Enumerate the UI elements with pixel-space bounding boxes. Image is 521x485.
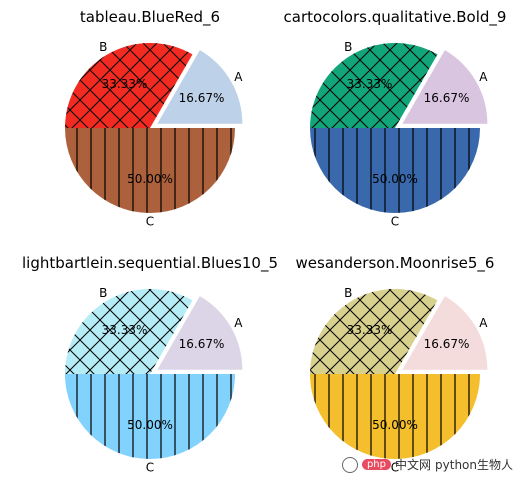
slice-label: A bbox=[234, 70, 243, 84]
php-badge: php bbox=[361, 459, 391, 470]
pie-slice-b-hatch bbox=[310, 42, 438, 128]
pie-chart-4: wesanderson.Moonrise5_6 A 16.67% B 33.33% C 50… bbox=[296, 254, 495, 475]
pie-chart-3: lightbartlein.sequential.Blues10_5 A 16.67… bbox=[22, 254, 278, 475]
pie-slice-b-hatch bbox=[65, 42, 193, 128]
pie-slice-a bbox=[402, 50, 488, 124]
slice-value-label: 16.67% bbox=[424, 91, 470, 105]
slice-label: C bbox=[146, 461, 154, 475]
slice-value-label: 16.67% bbox=[179, 91, 225, 105]
slice-label: C bbox=[146, 215, 154, 229]
watermark: php 中文网 python生物人 bbox=[341, 456, 513, 473]
pie-slice-a bbox=[157, 50, 243, 124]
pie-slice-a bbox=[402, 296, 488, 370]
pie-slice-c-hatch bbox=[65, 128, 235, 213]
slice-label: A bbox=[479, 70, 488, 84]
pie-slice-c-hatch bbox=[65, 374, 235, 459]
pie-slice-b-hatch bbox=[310, 289, 438, 374]
slice-label: A bbox=[234, 316, 243, 330]
pie-slice-c-hatch bbox=[310, 374, 480, 459]
chart-title: lightbartlein.sequential.Blues10_5 bbox=[22, 254, 278, 273]
chart-title: cartocolors.qualitative.Bold_9 bbox=[284, 8, 507, 27]
pie-slice-c-hatch bbox=[310, 128, 480, 213]
pie-chart-2: cartocolors.qualitative.Bold_9 A 16.67% B 33… bbox=[284, 8, 507, 229]
slice-label: B bbox=[99, 286, 107, 300]
slice-label: C bbox=[391, 215, 399, 229]
pie-slice-a bbox=[157, 296, 243, 370]
slice-value-label: 33.33% bbox=[347, 77, 393, 91]
slice-label: B bbox=[344, 40, 352, 54]
pie-slice-b-hatch bbox=[65, 289, 193, 374]
account-text: python生物人 bbox=[435, 458, 513, 472]
site-text: 中文网 bbox=[395, 458, 432, 472]
slice-value-label: 50.00% bbox=[127, 418, 173, 432]
slice-value-label: 16.67% bbox=[179, 337, 225, 351]
slice-value-label: 50.00% bbox=[127, 172, 173, 186]
chart-title: tableau.BlueRed_6 bbox=[80, 8, 220, 27]
slice-label: C bbox=[391, 461, 399, 475]
slice-value-label: 33.33% bbox=[102, 323, 148, 337]
slice-label: B bbox=[99, 40, 107, 54]
slice-value-label: 16.67% bbox=[424, 337, 470, 351]
slice-value-label: 50.00% bbox=[372, 418, 418, 432]
slice-value-label: 33.33% bbox=[102, 77, 148, 91]
chart-title: wesanderson.Moonrise5_6 bbox=[296, 254, 495, 273]
slice-label: B bbox=[344, 286, 352, 300]
slice-value-label: 50.00% bbox=[372, 172, 418, 186]
slice-value-label: 33.33% bbox=[347, 323, 393, 337]
pie-chart-1: tableau.BlueRed_6 A 16.67% B 33.33% C 50.00% bbox=[65, 8, 243, 229]
wechat-icon bbox=[341, 456, 358, 473]
slice-label: A bbox=[479, 316, 488, 330]
